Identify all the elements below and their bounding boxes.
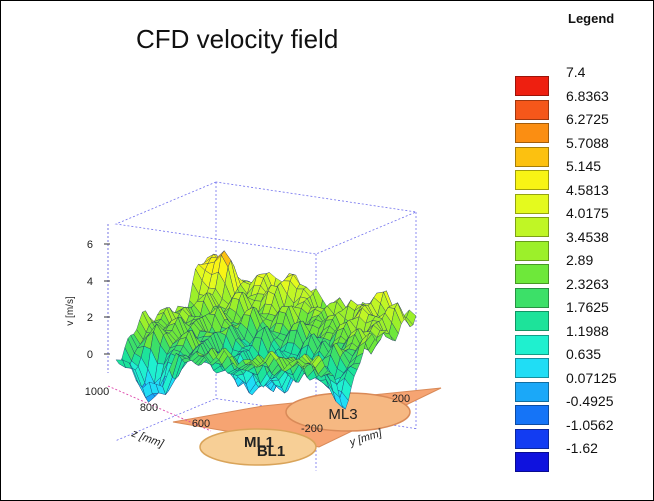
- legend-label: 6.8363: [566, 87, 609, 104]
- velocity-surface: [115, 250, 417, 410]
- legend-label: 1.7625: [566, 299, 609, 315]
- legend-swatch: [515, 358, 549, 378]
- legend-label: 4.5813: [566, 181, 609, 198]
- legend-label: 2.3263: [566, 275, 609, 292]
- floor-annotation: ML3: [328, 406, 357, 423]
- legend-swatch: [515, 76, 549, 96]
- z-tick-label: 4: [87, 276, 93, 288]
- legend-label: 5.145: [566, 158, 602, 174]
- y-tick-label: 200: [392, 393, 410, 405]
- legend-label: 3.4538: [566, 228, 609, 245]
- legend-swatch: [515, 428, 549, 449]
- z-axis-label: v [m/s]: [65, 296, 76, 326]
- surface-cell: [308, 354, 320, 366]
- z-tick-label: 2: [87, 312, 93, 324]
- z-tick-label: 6: [87, 239, 93, 251]
- x-tick-label: 800: [140, 402, 158, 414]
- legend-swatch: [515, 287, 549, 308]
- legend-swatch: [515, 146, 549, 167]
- legend-label: 5.7088: [566, 134, 609, 151]
- legend-swatch: [515, 264, 549, 284]
- axes: [104, 224, 212, 432]
- floor-annotation: BL1: [257, 443, 285, 460]
- legend-swatch: [515, 99, 549, 120]
- legend-swatch: [515, 452, 549, 472]
- legend-swatch: [515, 381, 549, 402]
- legend-swatch: [515, 193, 549, 214]
- legend-label: 2.89: [566, 252, 594, 268]
- legend-label: 6.2725: [566, 111, 609, 127]
- legend-label: 0.07125: [566, 369, 617, 386]
- legend-title: Legend: [568, 11, 615, 26]
- x-axis-label: z [mm]: [129, 427, 166, 450]
- chart-title: CFD velocity field: [136, 24, 339, 54]
- x-tick-label: 1000: [85, 386, 109, 398]
- inlet-ellipse: [199, 428, 317, 466]
- floor-annotation: ML1: [244, 434, 274, 451]
- legend-label: 7.4: [566, 64, 586, 80]
- legend-label: -1.62: [566, 440, 598, 456]
- legend-swatch: [515, 170, 549, 190]
- legend-swatch: [515, 240, 549, 261]
- legend-label: 1.1988: [566, 322, 609, 339]
- y-tick-label: -200: [301, 423, 323, 435]
- legend-swatch: [515, 405, 549, 425]
- legend-swatch: [515, 311, 549, 331]
- legend-label: 4.0175: [566, 205, 609, 221]
- z-tick-label: 0: [87, 349, 93, 361]
- legend-swatch: [515, 217, 549, 237]
- x-tick-label: 600: [192, 418, 210, 430]
- legend-swatch: [515, 123, 549, 143]
- floor-platform: [172, 387, 442, 466]
- legend-label: -0.4925: [566, 393, 614, 409]
- legend-label: 0.635: [566, 346, 602, 362]
- legend-swatch: [515, 334, 549, 355]
- legend-label: -1.0562: [566, 416, 614, 433]
